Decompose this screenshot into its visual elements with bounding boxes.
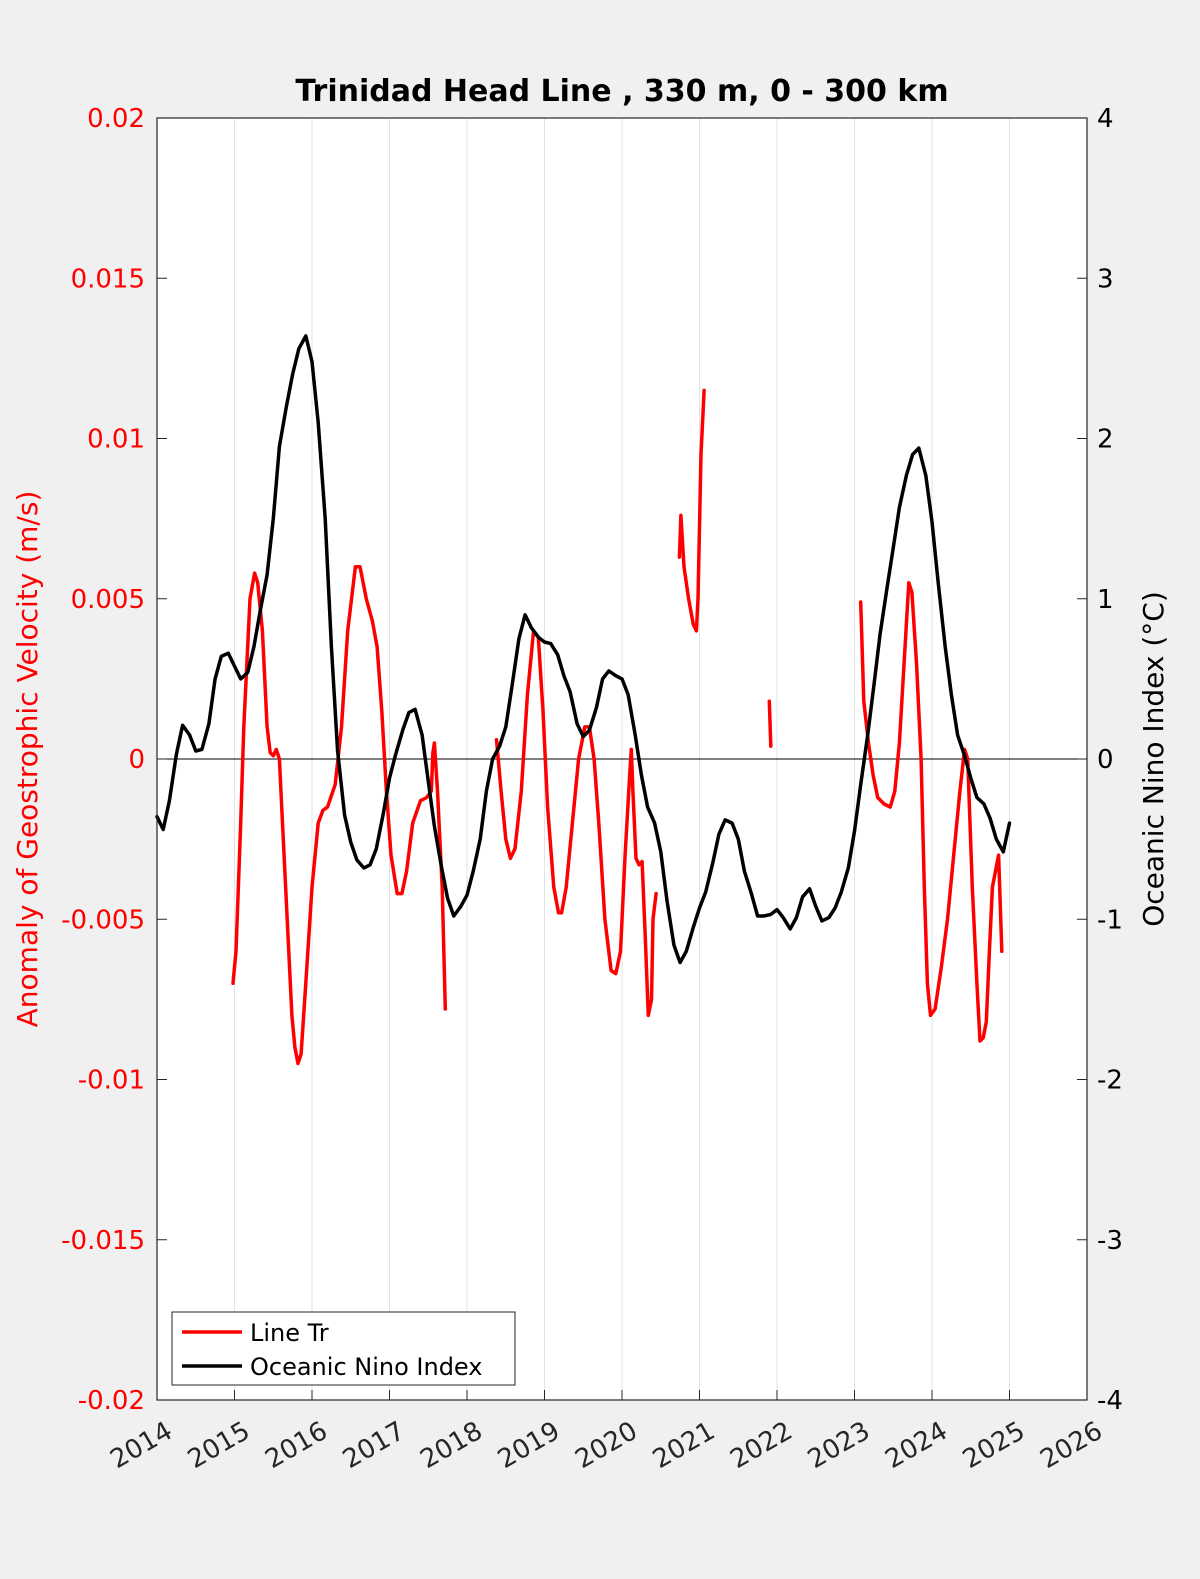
y-right-tick-label: 0: [1097, 745, 1114, 775]
legend-label-oni: Oceanic Nino Index: [250, 1353, 482, 1381]
x-tick-label: 2018: [415, 1416, 487, 1475]
x-tick-label: 2023: [803, 1416, 875, 1475]
y-left-tick-label: -0.015: [61, 1226, 145, 1256]
y-right-tick-label: 4: [1097, 104, 1114, 134]
y-left-tick-label: 0.005: [71, 585, 145, 615]
y-right-tick-label: -3: [1097, 1226, 1123, 1256]
series-line-tr-line: [677, 388, 706, 633]
y-right-tick-label: 1: [1097, 585, 1114, 615]
y-left-tick-label: 0.015: [71, 264, 145, 294]
y-axis-label-right: Oceanic Nino Index (°C): [1137, 591, 1170, 927]
series-line-tr-line: [231, 564, 448, 1066]
y-axis-label-left: Anomaly of Geostrophic Velocity (m/s): [11, 491, 44, 1028]
x-tick-label: 2019: [493, 1416, 565, 1475]
y-right-tick-label: 3: [1097, 264, 1114, 294]
y-right-tick-label: 2: [1097, 425, 1114, 455]
x-tick-label: 2020: [570, 1416, 642, 1475]
x-tick-label: 2017: [338, 1416, 410, 1475]
y-left-tick-label: -0.005: [61, 905, 145, 935]
chart-title: Trinidad Head Line , 330 m, 0 - 300 km: [295, 74, 948, 109]
series-oceanic-nino-index-line: [155, 334, 1012, 965]
x-tick-label: 2015: [183, 1416, 255, 1475]
x-tick-label: 2024: [880, 1416, 952, 1475]
y-left-tick-label: -0.02: [78, 1386, 145, 1416]
x-tick-label: 2014: [105, 1416, 177, 1475]
y-left-tick-label: -0.01: [78, 1066, 145, 1096]
x-tick-label: 2016: [260, 1416, 332, 1475]
y-left-tick-label: 0.02: [87, 104, 145, 134]
y-left-tick-label: 0.01: [87, 425, 145, 455]
series-line-tr-line: [767, 699, 773, 748]
y-right-tick-label: -1: [1097, 905, 1123, 935]
x-tick-label: 2026: [1035, 1416, 1107, 1475]
y-right-tick-label: -2: [1097, 1066, 1123, 1096]
y-right-tick-label: -4: [1097, 1386, 1123, 1416]
series-layer: [155, 334, 1012, 1066]
legend-box: [171, 1311, 516, 1386]
x-tick-label: 2025: [958, 1416, 1030, 1475]
legend-label-line-tr: Line Tr: [250, 1319, 329, 1347]
x-tick-label: 2022: [725, 1416, 797, 1475]
series-line-tr-line: [858, 580, 1004, 1043]
legend: Line Tr Oceanic Nino Index: [171, 1311, 516, 1386]
y-left-tick-label: 0: [128, 745, 145, 775]
x-tick-label: 2021: [648, 1416, 720, 1475]
